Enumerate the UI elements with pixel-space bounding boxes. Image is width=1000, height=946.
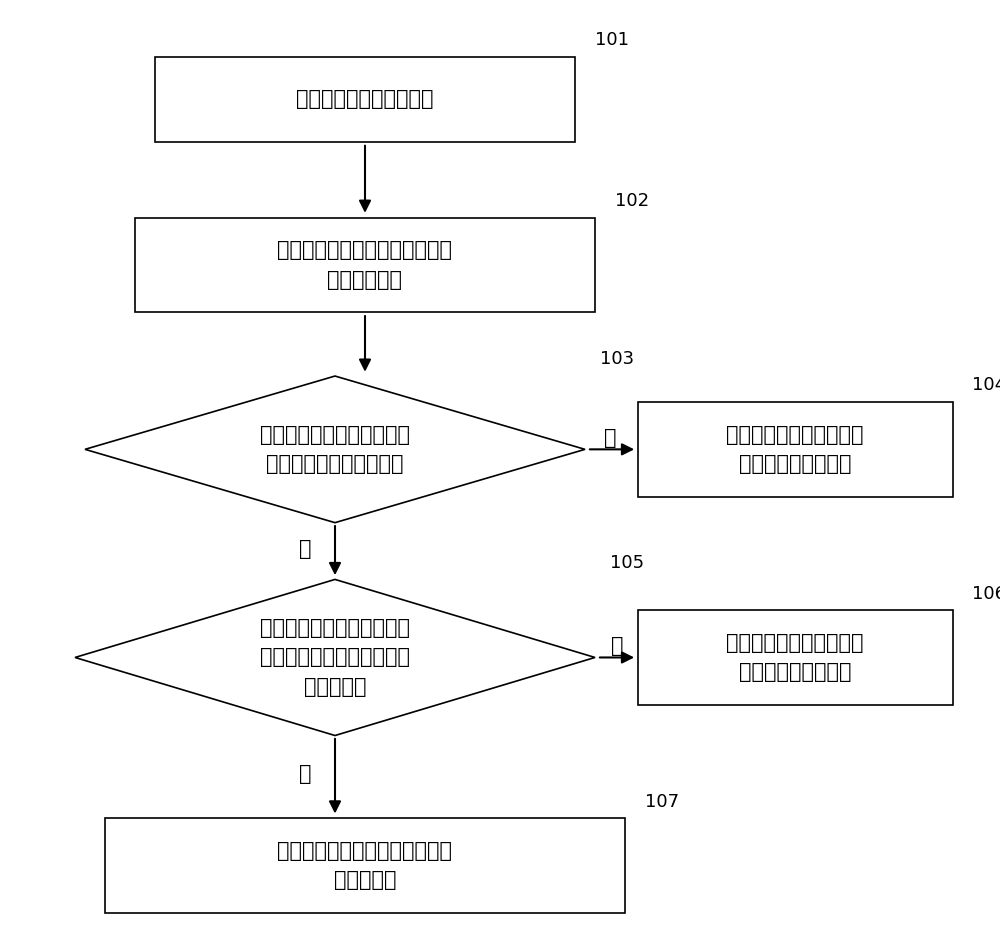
Text: 否: 否 [299, 538, 311, 559]
Text: 对有轨电车的优先相位执
行第二优先控制操作: 对有轨电车的优先相位执 行第二优先控制操作 [726, 633, 864, 682]
Bar [155, 57, 575, 142]
Bar [135, 218, 595, 312]
Text: 不对所述有轨电车的优先相位执
行优先控制: 不对所述有轨电车的优先相位执 行优先控制 [278, 841, 452, 890]
Bar [638, 402, 953, 497]
Text: 对有轨电车的优先相位执
行第一优先控制操作: 对有轨电车的优先相位执 行第一优先控制操作 [726, 425, 864, 474]
Text: 获取有轨电车的优先请求: 获取有轨电车的优先请求 [296, 89, 434, 110]
Text: 106: 106 [972, 585, 1000, 603]
Text: 105: 105 [610, 553, 644, 571]
Text: 107: 107 [645, 793, 679, 811]
Text: 确定所述有轨电车待驶入的路口
的交通饱和度: 确定所述有轨电车待驶入的路口 的交通饱和度 [278, 240, 452, 289]
Text: 有轨电车待驶入的路口的交
通饱和度不大于第一阈值: 有轨电车待驶入的路口的交 通饱和度不大于第一阈值 [260, 425, 410, 474]
Text: 104: 104 [972, 377, 1000, 394]
Text: 103: 103 [600, 350, 634, 368]
Text: 有轨电车待驶入的路口的交
通饱和度大于第一阈值且小
于第二阈值: 有轨电车待驶入的路口的交 通饱和度大于第一阈值且小 于第二阈值 [260, 618, 410, 697]
Polygon shape [85, 376, 585, 522]
Text: 是: 是 [604, 428, 616, 448]
Bar [105, 818, 625, 913]
Text: 是: 是 [611, 636, 623, 657]
Polygon shape [75, 579, 595, 736]
Bar [638, 610, 953, 705]
Text: 101: 101 [595, 31, 629, 49]
Text: 否: 否 [299, 763, 311, 784]
Text: 102: 102 [615, 192, 649, 210]
